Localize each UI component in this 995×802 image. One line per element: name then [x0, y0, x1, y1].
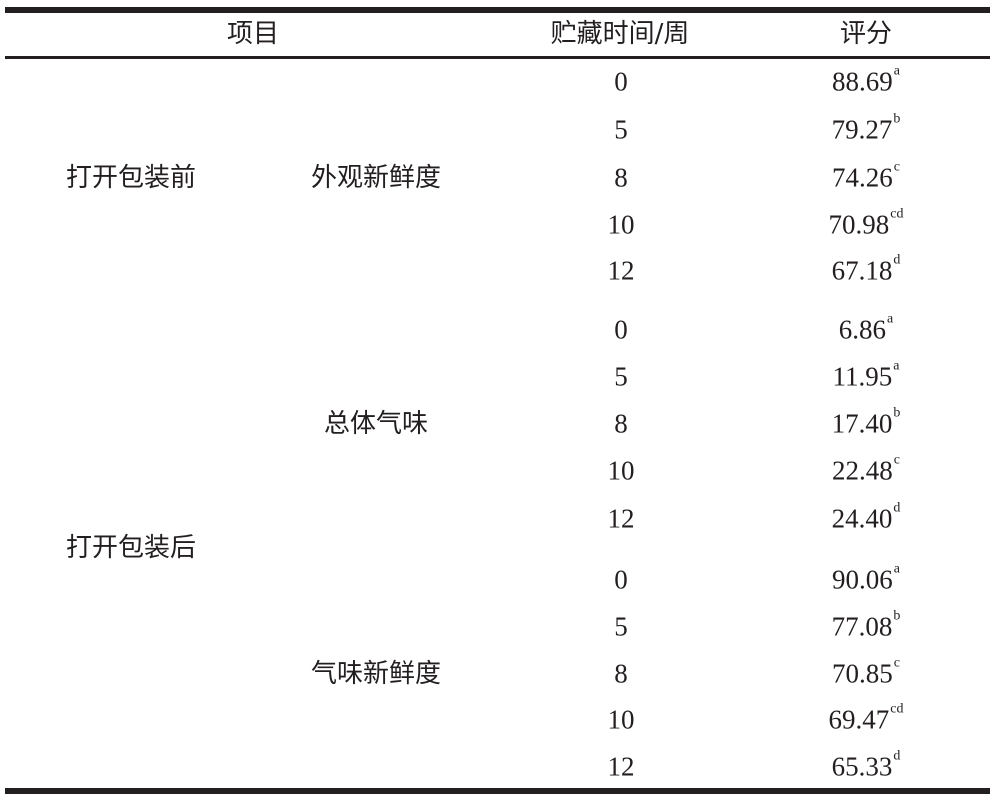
significance-letter: c — [893, 452, 900, 468]
weeks-cell: 5 — [614, 114, 628, 145]
score-value: 6.86 — [838, 314, 887, 345]
weeks-cell: 8 — [614, 658, 628, 689]
score-value: 65.33 — [831, 751, 893, 782]
score-value: 11.95 — [832, 361, 893, 392]
score-cell: 79.27b — [831, 112, 901, 145]
significance-letter: d — [893, 748, 901, 764]
score-cell: 70.98cd — [828, 207, 904, 240]
significance-letter: a — [893, 561, 900, 577]
weeks-cell: 8 — [614, 162, 628, 193]
weeks-cell: 10 — [607, 209, 635, 240]
score-value: 77.08 — [831, 611, 893, 642]
weeks-cell: 5 — [614, 361, 628, 392]
weeks-cell: 0 — [614, 66, 628, 97]
bottom-rule — [5, 788, 990, 794]
weeks-cell: 10 — [607, 455, 635, 486]
score-cell: 77.08b — [831, 609, 901, 642]
score-cell: 22.48c — [832, 453, 900, 486]
subgroup-label: 总体气味 — [323, 409, 429, 439]
significance-letter: b — [893, 405, 901, 421]
weeks-cell: 0 — [614, 314, 628, 345]
score-value: 88.69 — [832, 66, 893, 97]
significance-letter: a — [893, 358, 900, 374]
score-cell: 90.06a — [832, 562, 900, 595]
significance-letter: a — [893, 63, 900, 79]
significance-letter: d — [893, 252, 901, 268]
significance-letter: a — [887, 311, 894, 327]
score-value: 70.85 — [832, 658, 893, 689]
score-value: 69.47 — [828, 704, 890, 735]
group-label-before: 打开包装前 — [65, 163, 197, 193]
weeks-cell: 5 — [614, 611, 628, 642]
score-value: 79.27 — [831, 114, 893, 145]
weeks-cell: 12 — [607, 503, 635, 534]
score-cell: 24.40d — [831, 501, 901, 534]
score-value: 22.48 — [832, 455, 893, 486]
score-cell: 88.69a — [832, 64, 900, 97]
score-cell: 17.40b — [831, 406, 901, 439]
weeks-cell: 12 — [607, 255, 635, 286]
score-cell: 67.18d — [831, 253, 901, 286]
header-item: 项目 — [226, 19, 280, 49]
header-weeks: 贮藏时间/周 — [550, 19, 690, 49]
significance-letter: c — [893, 655, 900, 671]
score-cell: 65.33d — [831, 749, 901, 782]
significance-letter: b — [893, 111, 901, 127]
score-value: 90.06 — [832, 564, 893, 595]
group-label-after: 打开包装后 — [65, 533, 197, 563]
header-rule — [5, 56, 990, 59]
score-cell: 11.95a — [832, 359, 900, 392]
top-rule — [5, 7, 990, 13]
weeks-cell: 8 — [614, 408, 628, 439]
weeks-cell: 0 — [614, 564, 628, 595]
significance-letter: cd — [890, 701, 904, 717]
significance-letter: d — [893, 500, 901, 516]
score-value: 17.40 — [831, 408, 893, 439]
score-cell: 70.85c — [832, 656, 900, 689]
header-score: 评分 — [839, 19, 893, 49]
significance-letter: c — [893, 159, 900, 175]
weeks-cell: 10 — [607, 704, 635, 735]
score-value: 24.40 — [831, 503, 893, 534]
score-cell: 69.47cd — [828, 702, 904, 735]
score-value: 70.98 — [828, 209, 890, 240]
significance-letter: b — [893, 608, 901, 624]
score-cell: 6.86a — [838, 312, 893, 345]
score-cell: 74.26c — [832, 160, 900, 193]
subgroup-label: 气味新鲜度 — [310, 659, 442, 689]
significance-letter: cd — [890, 206, 904, 222]
weeks-cell: 12 — [607, 751, 635, 782]
score-value: 67.18 — [831, 255, 893, 286]
score-value: 74.26 — [832, 162, 893, 193]
subgroup-label: 外观新鲜度 — [310, 163, 442, 193]
